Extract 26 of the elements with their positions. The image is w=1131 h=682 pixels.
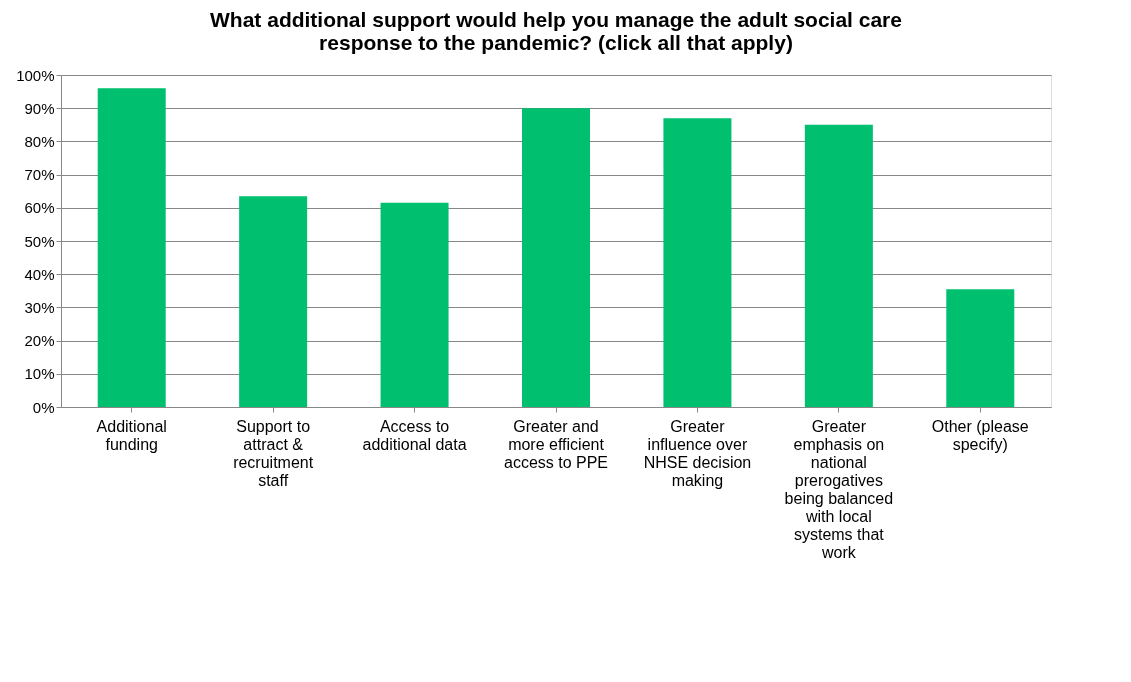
bar (522, 108, 590, 407)
y-tick-label: 0% (32, 398, 55, 416)
x-tick-label: Greater and more efficient access to PPE (503, 417, 609, 471)
x-tick-label: Other (please specify) (931, 417, 1029, 453)
bar (663, 118, 732, 407)
y-tick-label: 50% (24, 232, 55, 250)
x-tick-label: Additional funding (96, 417, 167, 453)
y-tick-label: 70% (24, 166, 55, 184)
chart-title: What additional support would help you manage the adult social care response to the pandemic? (click all that apply) (210, 8, 902, 54)
bar (804, 124, 873, 407)
x-tick-label: Greater influence over NHSE decision making (643, 417, 752, 489)
x-tick-label: Greater emphasis on national prerogatives being balanced with local systems that work (784, 417, 894, 561)
bar (239, 196, 308, 407)
y-tick-label: 60% (24, 199, 55, 217)
x-tick-label: Access to additional data (362, 417, 467, 453)
y-tick-label: 30% (24, 298, 55, 316)
y-tick-label: 100% (16, 66, 55, 84)
bar (97, 88, 166, 407)
y-tick-label: 40% (24, 265, 55, 283)
y-tick-label: 10% (24, 365, 55, 383)
x-tick-label: Support to attract & recruitment staff (233, 417, 314, 489)
y-tick-label: 90% (24, 99, 55, 117)
y-tick-label: 20% (24, 332, 55, 350)
y-tick-label: 80% (24, 132, 55, 150)
bar (380, 202, 449, 407)
bar (946, 289, 1015, 407)
